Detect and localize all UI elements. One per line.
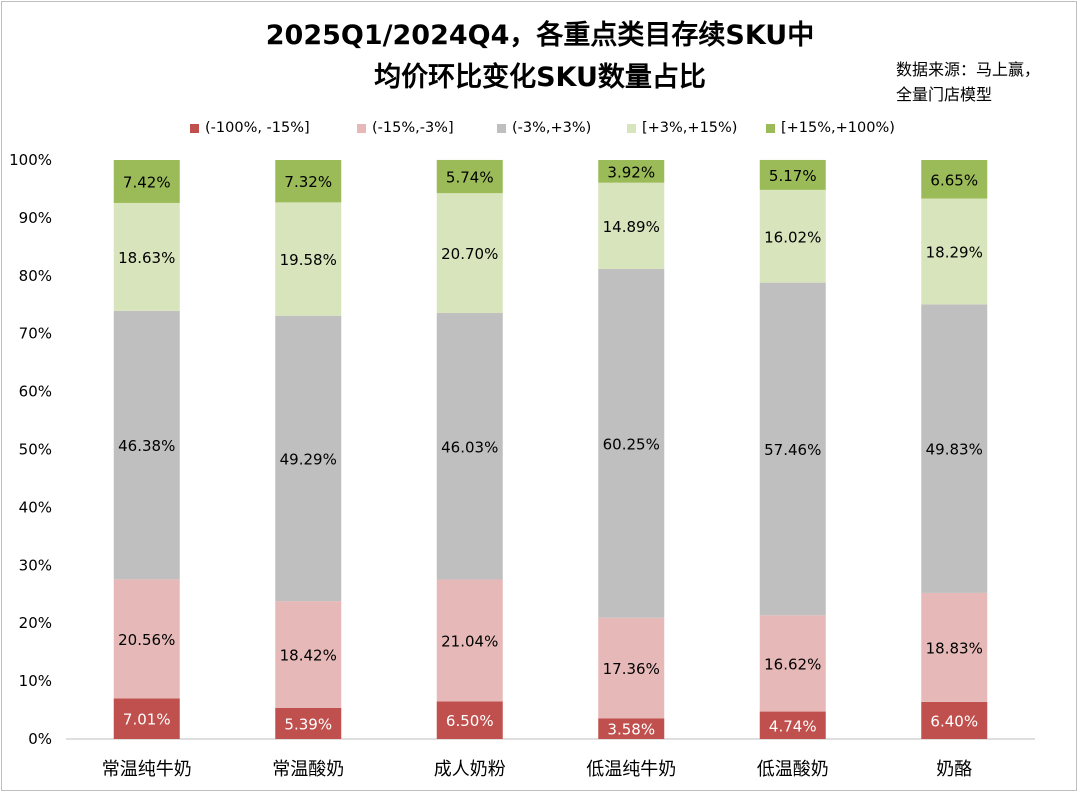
legend-item-series-1: (-100%, -15%] <box>190 116 310 140</box>
bar-segment-series-3 <box>598 268 665 618</box>
data-label: 18.83% <box>926 639 983 657</box>
legend-label-series-2: (-15%,-3%] <box>372 120 454 136</box>
y-tick-label: 80% <box>19 267 52 285</box>
bar-segment-series-5 <box>275 160 342 203</box>
legend-swatch-series-1 <box>190 123 199 133</box>
bar-segment-series-4 <box>436 193 503 314</box>
chart-title-line-2: 均价环比变化SKU数量占比 <box>374 62 706 93</box>
y-tick-label: 70% <box>19 325 52 343</box>
data-label: 21.04% <box>441 632 498 650</box>
bar-segment-series-2 <box>436 579 503 702</box>
legend-swatch-series-5 <box>766 123 775 133</box>
bar-segment-series-2 <box>113 579 180 699</box>
data-source-line-1: 数据来源：马上赢， <box>896 60 1041 79</box>
x-category-label: 低温酸奶 <box>757 759 829 780</box>
bar-segment-series-5 <box>598 160 665 183</box>
bar-segment-series-1 <box>598 718 665 739</box>
legend-label-series-4: [+3%,+15%) <box>642 120 738 136</box>
data-label: 18.63% <box>118 249 175 267</box>
bar-segment-series-4 <box>759 189 826 283</box>
chart-title-line-1: 2025Q1/2024Q4，各重点类目存续SKU中 <box>265 20 815 51</box>
data-label: 3.92% <box>607 163 655 181</box>
data-source-line-2: 全量门店模型 <box>896 85 993 104</box>
bar-segment-series-1 <box>436 701 503 739</box>
data-label: 20.70% <box>441 245 498 263</box>
bar-segment-series-3 <box>921 304 988 593</box>
data-label: 4.74% <box>769 717 817 735</box>
x-category-label: 常温酸奶 <box>272 759 344 780</box>
legend-item-series-2: (-15%,-3%] <box>357 116 454 140</box>
data-label: 7.42% <box>123 173 171 191</box>
bar-segment-series-5 <box>436 159 503 194</box>
bar-segment-series-1 <box>113 698 180 739</box>
bar-segment-series-3 <box>113 310 180 580</box>
x-category-label: 低温纯牛奶 <box>586 759 676 780</box>
legend-item-series-5: [+15%,+100%) <box>766 116 895 140</box>
data-label: 6.65% <box>930 171 978 189</box>
legend-swatch-series-4 <box>627 123 636 133</box>
legend-item-series-4: [+3%,+15%) <box>627 116 737 140</box>
legend-label-series-1: (-100%, -15%] <box>205 120 310 136</box>
legend-item-series-3: (-3%,+3%) <box>497 116 591 140</box>
data-label: 5.17% <box>769 167 817 185</box>
bar-segment-series-3 <box>275 315 342 602</box>
data-label: 7.01% <box>123 711 171 729</box>
bar-segment-series-1 <box>275 707 342 739</box>
chart-legend: (-100%, -15%] (-15%,-3%] (-3%,+3%) [+3%,… <box>0 116 1080 140</box>
data-label: 49.83% <box>926 441 983 459</box>
y-tick-label: 40% <box>19 498 52 516</box>
bar-segment-series-4 <box>113 202 180 311</box>
bar-segment-series-3 <box>759 282 826 616</box>
bar-segment-series-1 <box>921 701 988 739</box>
legend-label-series-3: (-3%,+3%) <box>512 120 592 136</box>
bar-segment-series-4 <box>598 182 665 269</box>
bar-segment-series-3 <box>436 313 503 580</box>
bar-segment-series-5 <box>113 160 180 203</box>
bar-segment-series-4 <box>921 198 988 305</box>
data-label: 6.50% <box>446 712 494 730</box>
bar-segment-series-5 <box>921 160 988 199</box>
legend-swatch-series-3 <box>497 123 506 133</box>
y-tick-label: 20% <box>19 614 52 632</box>
data-label: 5.74% <box>446 169 494 187</box>
x-category-label: 成人奶粉 <box>434 759 506 780</box>
x-category-label: 奶酪 <box>936 759 972 780</box>
data-label: 5.39% <box>284 715 332 733</box>
bar-segment-series-4 <box>275 202 342 316</box>
data-label: 14.89% <box>603 218 660 236</box>
y-tick-label: 30% <box>19 556 52 574</box>
y-tick-label: 60% <box>19 383 52 401</box>
bar-segment-series-5 <box>759 159 826 190</box>
x-category-label: 常温纯牛奶 <box>102 759 192 780</box>
data-label: 18.42% <box>280 646 337 664</box>
data-label: 20.56% <box>118 631 175 649</box>
legend-label-series-5: [+15%,+100%) <box>781 120 895 136</box>
bar-segment-series-1 <box>759 711 826 739</box>
y-tick-label: 10% <box>19 672 52 690</box>
y-tick-label: 50% <box>19 441 52 459</box>
y-tick-label: 0% <box>28 730 52 748</box>
data-label: 7.32% <box>284 173 332 191</box>
data-label: 57.46% <box>764 441 821 459</box>
bar-segment-series-2 <box>921 592 988 702</box>
data-label: 46.38% <box>118 437 175 455</box>
bar-segment-series-2 <box>598 617 665 719</box>
data-label: 3.58% <box>607 721 655 739</box>
bar-segment-series-2 <box>759 615 826 712</box>
data-label: 16.02% <box>764 228 821 246</box>
data-label: 6.40% <box>930 712 978 730</box>
data-label: 19.58% <box>280 251 337 269</box>
data-label: 60.25% <box>603 435 660 453</box>
data-label: 46.03% <box>441 438 498 456</box>
data-label: 49.29% <box>280 450 337 468</box>
data-label: 16.62% <box>764 655 821 673</box>
legend-swatch-series-2 <box>357 123 366 133</box>
bar-segment-series-2 <box>275 601 342 708</box>
data-label: 18.29% <box>926 243 983 261</box>
y-tick-label: 90% <box>19 209 52 227</box>
y-tick-label: 100% <box>9 151 52 169</box>
data-label: 17.36% <box>603 660 660 678</box>
